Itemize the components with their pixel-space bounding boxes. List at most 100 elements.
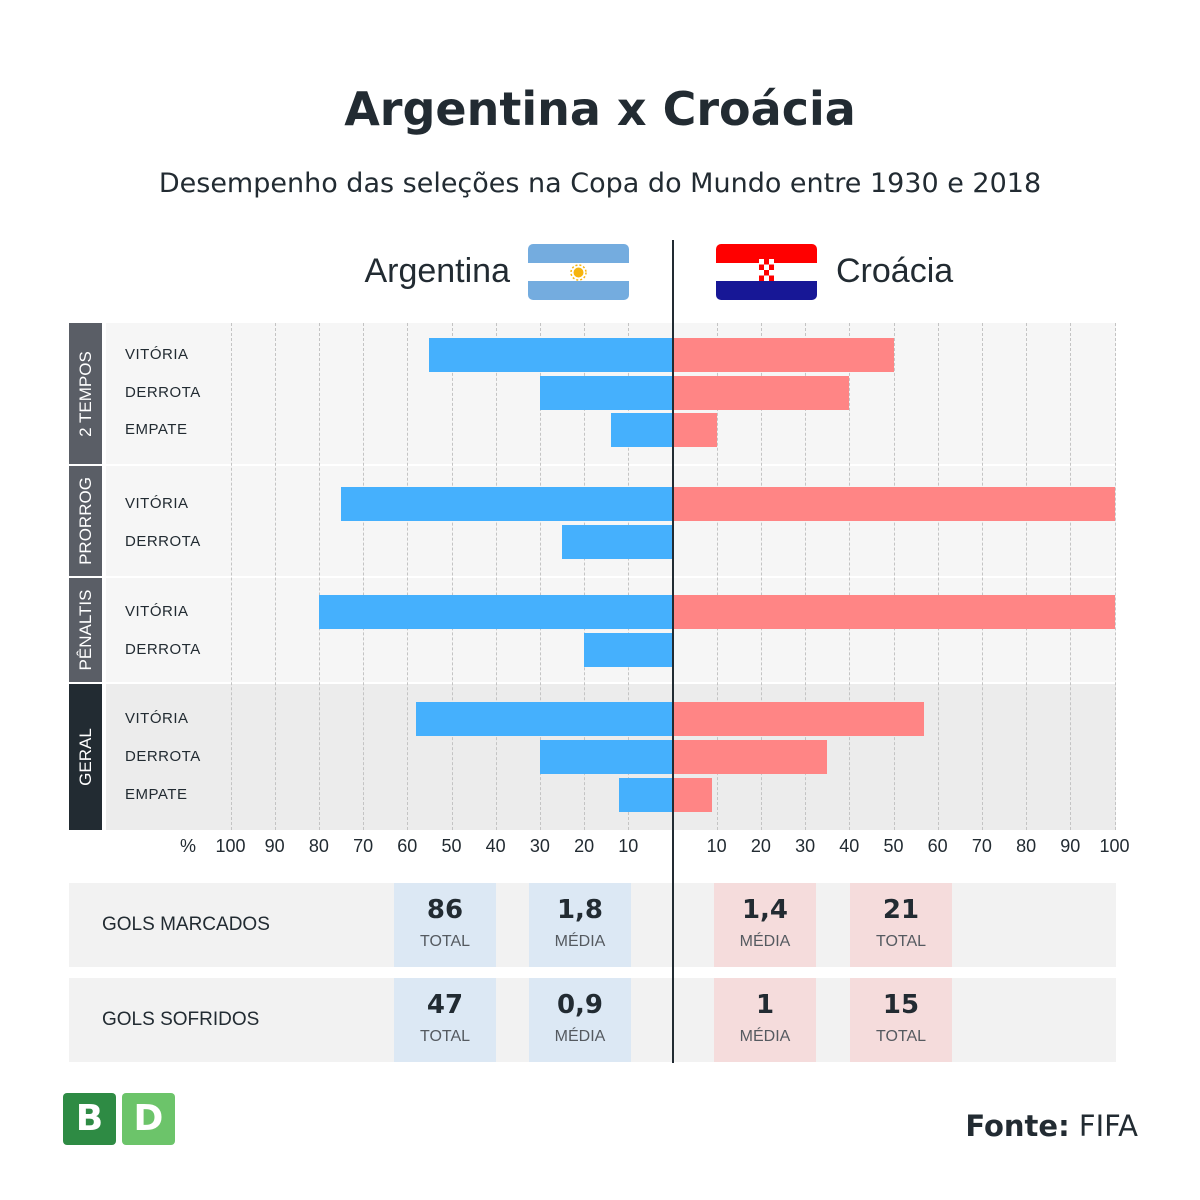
bar-croacia (672, 702, 925, 736)
bar-croacia (672, 338, 894, 372)
argentina-flag-icon (528, 244, 629, 300)
stat-value: 47 (426, 990, 464, 1020)
row-label: VITÓRIA (125, 603, 189, 620)
logo-letter-d: D (122, 1093, 175, 1145)
bar-croacia (672, 376, 850, 410)
group-label-text: GERAL (75, 728, 95, 786)
tick-label: 10 (618, 836, 639, 856)
source-note: Fonte: FIFA (965, 1109, 1138, 1143)
source-name: FIFA (1078, 1109, 1138, 1143)
stat-value: 1,4 (741, 895, 789, 925)
grid-line (716, 323, 718, 830)
center-axis-line (672, 240, 674, 1063)
row-label: EMPATE (125, 786, 188, 803)
bar-argentina (610, 413, 673, 447)
grid-line (495, 323, 497, 830)
stat-value: 15 (882, 990, 920, 1020)
bar-croacia (672, 778, 713, 812)
bar-argentina (539, 740, 673, 774)
bar-argentina (539, 376, 673, 410)
goals-conceded-argentina-media: 0,9 MÉDIA (529, 978, 631, 1062)
grid-line (1114, 323, 1116, 830)
goals-conceded-croacia-media: 1 MÉDIA (714, 978, 816, 1062)
goals-conceded-label: GOLS SOFRIDOS (102, 1009, 260, 1030)
goals-scored-argentina-media: 1,8 MÉDIA (529, 883, 631, 967)
tick-label: 70 (353, 836, 374, 856)
grid-line (230, 323, 232, 830)
row-label: VITÓRIA (125, 710, 189, 727)
row-label: VITÓRIA (125, 495, 189, 512)
tick-label: 10 (706, 836, 727, 856)
grid-line (1026, 323, 1028, 830)
bar-argentina (562, 525, 673, 559)
tick-label: 60 (397, 836, 418, 856)
grid-line (981, 323, 983, 830)
tick-label: 90 (264, 836, 285, 856)
group-label: PRORROG (69, 466, 102, 576)
tick-label: 100 (215, 836, 246, 856)
grid-line (760, 323, 762, 830)
goals-conceded-argentina-total: 47 TOTAL (394, 978, 496, 1062)
grid-line (893, 323, 895, 830)
goals-scored-label: GOLS MARCADOS (102, 914, 270, 935)
tick-label: 50 (441, 836, 462, 856)
stat-unit: TOTAL (419, 933, 471, 950)
bar-croacia (672, 487, 1115, 521)
row-label: DERROTA (125, 533, 201, 550)
x-axis-unit-label: % (179, 836, 196, 856)
tick-label: 70 (971, 836, 992, 856)
grid-line (937, 323, 939, 830)
stat-unit: MÉDIA (739, 933, 791, 950)
stat-unit: TOTAL (875, 933, 927, 950)
bar-croacia (672, 740, 828, 774)
row-label: VITÓRIA (125, 346, 189, 363)
chart-subtitle: Desempenho das seleções na Copa do Mundo… (158, 168, 1042, 199)
stat-unit: MÉDIA (739, 1028, 791, 1045)
grid-line (584, 323, 586, 830)
grid-line (318, 323, 320, 830)
logo-letter-b: B (63, 1093, 116, 1145)
row-label: DERROTA (125, 384, 201, 401)
bar-croacia (672, 595, 1115, 629)
bar-croacia (672, 413, 717, 447)
stat-value: 1,8 (556, 895, 604, 925)
bar-argentina (619, 778, 673, 812)
goals-scored-croacia-total: 21 TOTAL (850, 883, 952, 967)
source-prefix: Fonte: (965, 1109, 1070, 1143)
bar-argentina (429, 338, 673, 372)
grid-line (274, 323, 276, 830)
grid-line (849, 323, 851, 830)
croatia-flag-icon (716, 244, 817, 300)
stat-value: 0,9 (556, 990, 604, 1020)
tick-label: 40 (485, 836, 506, 856)
stat-unit: MÉDIA (554, 1028, 606, 1045)
bar-argentina (341, 487, 673, 521)
stat-unit: MÉDIA (554, 933, 606, 950)
tick-label: 80 (308, 836, 329, 856)
group-label-text: PÊNALTIS (75, 589, 95, 671)
grid-line (407, 323, 409, 830)
tick-label: 60 (927, 836, 948, 856)
row-label: EMPATE (125, 421, 188, 438)
bar-argentina (416, 702, 673, 736)
grid-line (539, 323, 541, 830)
team-name-argentina: Argentina (364, 252, 510, 290)
tick-label: 40 (839, 836, 860, 856)
bar-argentina (584, 633, 673, 667)
goals-scored-argentina-total: 86 TOTAL (394, 883, 496, 967)
tick-label: 100 (1099, 836, 1130, 856)
row-label: DERROTA (125, 641, 201, 658)
grid-line (805, 323, 807, 830)
tick-label: 80 (1016, 836, 1037, 856)
tick-label: 20 (574, 836, 595, 856)
tick-label: 50 (883, 836, 904, 856)
group-label-text: PRORROG (75, 477, 95, 565)
bar-argentina (318, 595, 673, 629)
stat-unit: TOTAL (419, 1028, 471, 1045)
group-label-text: 2 TEMPOS (75, 350, 95, 437)
tick-label: 90 (1060, 836, 1081, 856)
grid-line (1070, 323, 1072, 830)
group-label: PÊNALTIS (69, 578, 102, 682)
grid-line (628, 323, 630, 830)
grid-line (363, 323, 365, 830)
